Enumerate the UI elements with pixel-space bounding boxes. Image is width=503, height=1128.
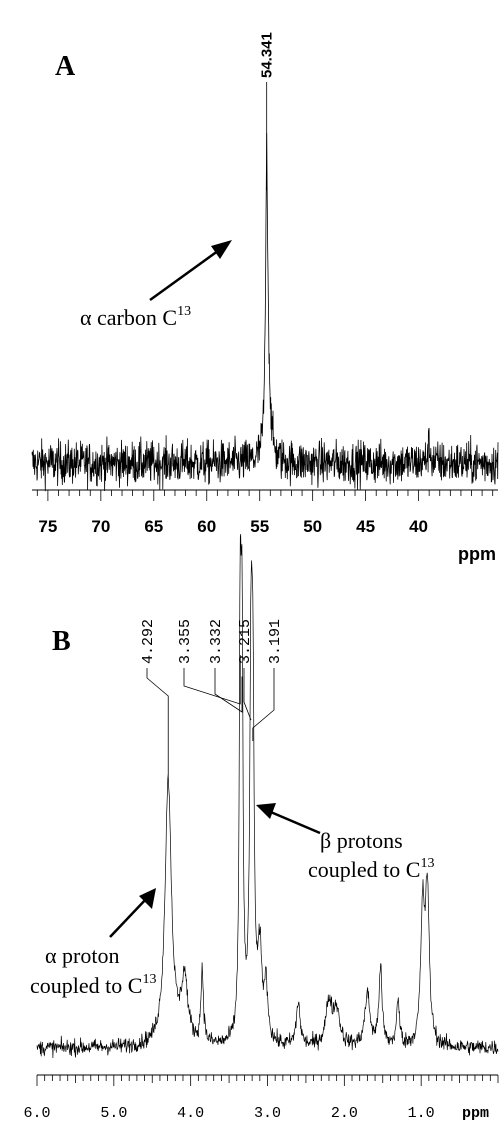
panel-b-annotation-beta: β protons coupled to C13 xyxy=(256,803,434,882)
tick-label: 40 xyxy=(409,517,428,536)
panel-b-spectrum xyxy=(36,534,499,1059)
peak-label: 4.292 xyxy=(140,619,157,664)
alpha-carbon-arrow xyxy=(149,246,223,302)
peak-leader-line xyxy=(252,668,275,741)
tick-label: 50 xyxy=(303,517,322,536)
panel-b-annotation-alpha: α proton coupled to C13 xyxy=(30,888,156,998)
tick-label: 70 xyxy=(91,517,110,536)
panel-a: A 54.341 α carbon C13 75 70 65 60 55 50 45 40 p… xyxy=(31,32,499,564)
panel-a-xlabel: ppm xyxy=(458,544,496,564)
tick-label: 75 xyxy=(38,517,57,536)
panel-a-trace xyxy=(31,132,499,492)
panel-b-trace xyxy=(36,534,499,1059)
panel-b-axis: 6.0 5.0 4.0 3.0 2.0 1.0 xyxy=(23,1074,499,1122)
peak-label: 3.191 xyxy=(267,619,284,664)
alpha-proton-arrow xyxy=(109,896,149,938)
peak-leader-line xyxy=(214,668,243,713)
tick-label: 1.0 xyxy=(408,1105,435,1122)
tick-label: 55 xyxy=(250,517,269,536)
beta-protons-arrow xyxy=(265,808,321,835)
tick-label: 60 xyxy=(197,517,216,536)
tick-label: 6.0 xyxy=(23,1105,50,1122)
peak-leader-line xyxy=(183,655,241,705)
alpha-carbon-label: α carbon C13 xyxy=(80,304,191,330)
peak-label: 3.355 xyxy=(177,619,194,664)
peak-label: 54.341 xyxy=(259,32,276,78)
panel-a-annotation: α carbon C13 xyxy=(80,240,232,330)
beta-protons-label: β protons xyxy=(320,828,403,853)
panel-b-label: B xyxy=(52,626,71,657)
peak-label: 3.215 xyxy=(237,619,254,664)
alpha-proton-label: α proton xyxy=(45,943,119,968)
tick-label: 3.0 xyxy=(254,1105,281,1122)
panel-a-spectrum xyxy=(31,132,499,492)
beta-protons-label-line2: coupled to C13 xyxy=(308,856,434,882)
panel-a-label: A xyxy=(55,51,76,82)
panel-a-axis: 75 70 65 60 55 50 45 40 xyxy=(32,489,498,536)
alpha-proton-arrowhead xyxy=(139,888,156,909)
peak-leader-line xyxy=(146,668,169,776)
panel-b-xlabel: ppm xyxy=(462,1105,489,1122)
panel-b: B 4.292 3.355 3.332 3.215 3.191 β protons co… xyxy=(23,534,499,1122)
peak-leader-line xyxy=(243,668,252,721)
tick-label: 4.0 xyxy=(177,1105,204,1122)
beta-protons-arrowhead xyxy=(256,803,276,819)
panel-b-peak-labels: 4.292 3.355 3.332 3.215 3.191 xyxy=(140,619,284,776)
tick-label: 5.0 xyxy=(100,1105,127,1122)
alpha-carbon-arrowhead xyxy=(211,240,232,259)
tick-label: 45 xyxy=(356,517,375,536)
tick-label: 65 xyxy=(144,517,163,536)
alpha-proton-label-line2: coupled to C13 xyxy=(30,972,156,998)
tick-label: 2.0 xyxy=(331,1105,358,1122)
peak-label: 3.332 xyxy=(208,619,225,664)
